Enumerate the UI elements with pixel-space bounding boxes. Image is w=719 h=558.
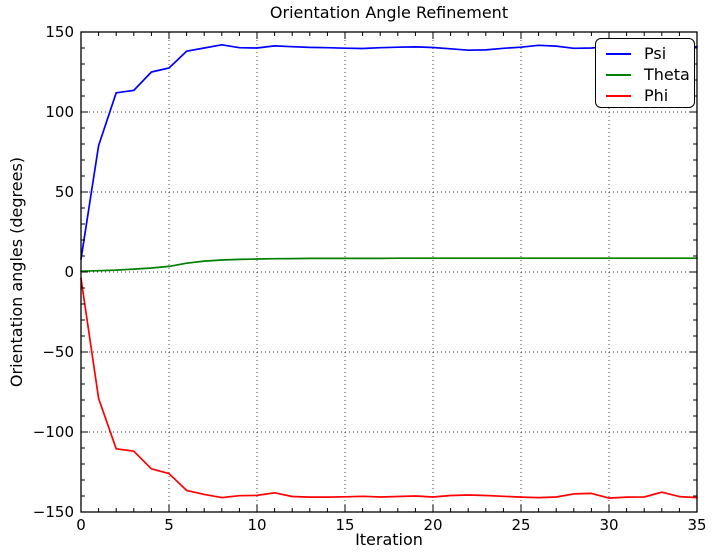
x-tick-label: 15: [335, 516, 354, 534]
legend-item-phi: Phi: [596, 85, 694, 106]
y-tick-label: −150: [33, 503, 74, 521]
y-tick-label: 150: [45, 23, 74, 41]
chart-title: Orientation Angle Refinement: [269, 3, 509, 22]
x-tick-label: 10: [247, 516, 266, 534]
legend-label-theta: Theta: [644, 64, 690, 84]
x-tick-label: 5: [164, 516, 174, 534]
x-tick-label: 20: [423, 516, 442, 534]
x-tick-label: 25: [511, 516, 530, 534]
series-line-theta: [80, 257, 698, 273]
y-tick-label: 50: [55, 183, 74, 201]
series-line-phi: [80, 277, 698, 499]
legend-label-phi: Phi: [644, 85, 669, 105]
theta-line-sample: [606, 73, 631, 76]
psi-line-sample: [606, 52, 631, 55]
y-tick-label: 0: [64, 263, 74, 281]
y-tick-label: 100: [45, 103, 74, 121]
phi-line-sample: [606, 94, 631, 97]
x-axis-label: Iteration: [355, 530, 423, 549]
legend-item-psi: Psi: [596, 43, 694, 64]
y-tick-label: −100: [33, 423, 74, 441]
x-tick-label: 30: [599, 516, 618, 534]
series-line-psi: [80, 43, 698, 261]
x-tick-label: 35: [687, 516, 706, 534]
x-tick-label: 0: [76, 516, 86, 534]
legend-label-psi: Psi: [644, 43, 667, 63]
legend: Psi Theta Phi: [595, 38, 695, 108]
legend-item-theta: Theta: [596, 64, 694, 85]
y-tick-label: −50: [42, 343, 74, 361]
